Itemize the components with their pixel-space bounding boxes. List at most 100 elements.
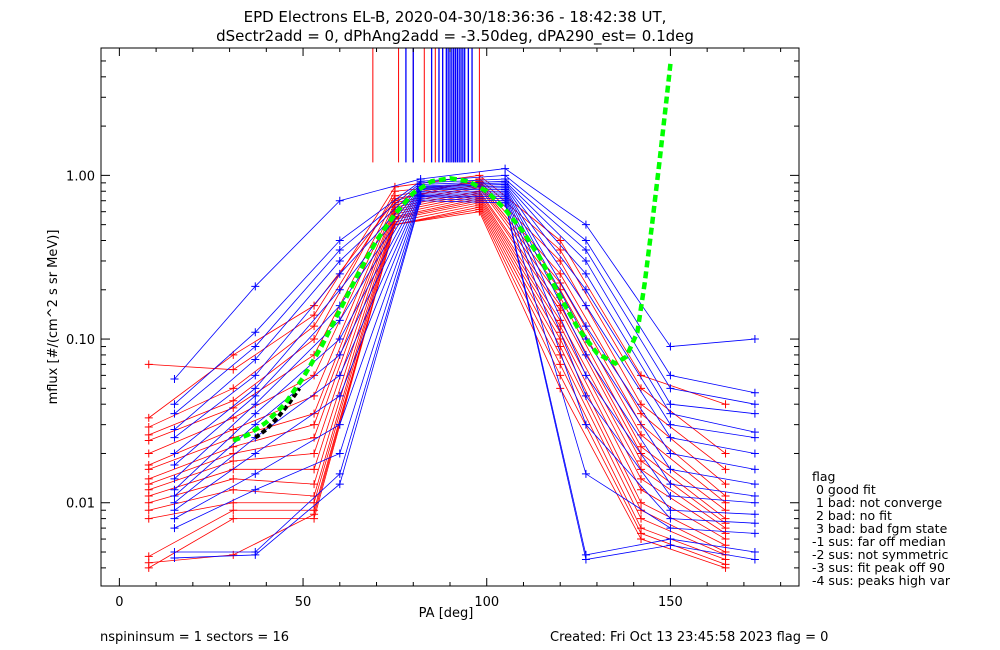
legend-entry-6: -3 sus: fit peak off 90 <box>812 560 945 575</box>
x-tick-label-3: 150 <box>658 595 683 610</box>
flag-legend: flag 0 good fit 1 bad: not converge 2 ba… <box>812 469 951 588</box>
point-blue-11-1 <box>251 449 260 458</box>
point-blue-3-2 <box>335 256 344 265</box>
point-blue-13-7 <box>750 529 759 538</box>
fit-low-curve <box>254 387 302 440</box>
point-blue-11-5 <box>581 391 590 400</box>
point-red-9-6 <box>637 474 646 483</box>
point-red-2-2 <box>310 335 319 344</box>
point-red-14-1 <box>229 506 238 515</box>
point-blue-10-6 <box>666 491 675 500</box>
point-red-12-2 <box>310 491 319 500</box>
y-axis: 0.01 0.10 1.00 <box>66 47 799 569</box>
point-blue-15-4 <box>501 198 510 207</box>
point-red-17-0 <box>144 558 153 567</box>
point-red-16-5 <box>556 236 565 245</box>
point-blue-15-2 <box>335 480 344 489</box>
point-blue-13-1 <box>251 485 260 494</box>
point-blue-10-7 <box>750 498 759 507</box>
series-red-line-10 <box>148 198 726 540</box>
point-red-1-7 <box>721 465 730 474</box>
point-blue-11-6 <box>666 506 675 515</box>
series-blue-line-4 <box>174 182 756 438</box>
pitch-angle-markers <box>372 48 480 163</box>
fit-curves <box>232 63 673 443</box>
point-blue-2-7 <box>750 400 759 409</box>
series-red-line-4 <box>148 185 726 504</box>
point-blue-8-1 <box>251 409 260 418</box>
legend-entry-7: -4 sus: peaks high var <box>812 573 951 588</box>
point-red-0-0 <box>144 413 153 422</box>
point-blue-4-1 <box>251 371 260 380</box>
point-red-0-2 <box>310 301 319 310</box>
footer-left: nspininsum = 1 sectors = 16 <box>100 630 289 645</box>
point-red-2-7 <box>721 480 730 489</box>
point-blue-0-2 <box>335 196 344 205</box>
point-blue-5-0 <box>170 449 179 458</box>
point-blue-1-7 <box>750 388 759 397</box>
point-blue-1-5 <box>581 236 590 245</box>
point-red-4-0 <box>144 449 153 458</box>
point-blue-2-0 <box>170 409 179 418</box>
point-red-1-1 <box>229 384 238 393</box>
series-blue-line-11 <box>174 194 755 515</box>
series-red-line-12 <box>148 202 726 553</box>
point-blue-11-0 <box>170 506 179 515</box>
legend-entry-2: 2 bad: no fit <box>812 508 892 523</box>
point-red-8-6 <box>637 465 646 474</box>
series-red-line-5 <box>148 187 726 511</box>
point-red-11-1 <box>229 474 238 483</box>
point-red-8-2 <box>310 433 319 442</box>
point-red-13-0 <box>144 514 153 523</box>
point-blue-2-2 <box>335 246 344 255</box>
point-red-2-5 <box>556 269 565 278</box>
point-blue-11-7 <box>750 510 759 519</box>
point-red-9-1 <box>229 456 238 465</box>
legend-entry-1: 1 bad: not converge <box>812 495 942 510</box>
point-red-1-0 <box>144 423 153 432</box>
data-series <box>144 164 759 572</box>
point-blue-8-2 <box>335 335 344 344</box>
point-red-10-2 <box>310 465 319 474</box>
point-blue-15-3 <box>416 196 425 205</box>
series-red-line-17 <box>148 211 726 569</box>
chart-title-line1: EPD Electrons EL-B, 2020-04-30/18:36:36 … <box>244 8 667 26</box>
series-blue-line-3 <box>174 180 755 430</box>
point-red-5-1 <box>229 425 238 434</box>
y-tick-label-2: 1.00 <box>66 169 95 184</box>
point-red-11-2 <box>310 480 319 489</box>
point-red-12-1 <box>229 485 238 494</box>
point-blue-15-1 <box>251 550 260 559</box>
point-blue-12-5 <box>581 420 590 429</box>
point-blue-15-6 <box>666 541 675 550</box>
point-blue-12-6 <box>666 514 675 523</box>
point-blue-3-0 <box>170 425 179 434</box>
point-blue-15-5 <box>581 555 590 564</box>
footer-right: Created: Fri Oct 13 23:45:58 2023 flag =… <box>550 630 828 645</box>
point-blue-9-5 <box>581 350 590 359</box>
point-red-6-0 <box>144 465 153 474</box>
point-red-3-5 <box>556 279 565 288</box>
point-blue-0-6 <box>666 342 675 351</box>
point-blue-15-7 <box>750 555 759 564</box>
point-blue-7-5 <box>581 322 590 331</box>
point-blue-13-0 <box>170 524 179 533</box>
series-red-line-13 <box>148 204 726 556</box>
x-axis-label: PA [deg] <box>419 606 474 621</box>
point-blue-8-6 <box>666 465 675 474</box>
series-red-line-9 <box>148 196 726 534</box>
point-blue-4-0 <box>170 433 179 442</box>
point-blue-13-6 <box>666 524 675 533</box>
point-blue-1-1 <box>251 328 260 337</box>
point-blue-0-5 <box>581 220 590 229</box>
series-blue-line-14 <box>174 198 755 556</box>
chart-title-line2: dSectr2add = 0, dPhAng2add = -3.50deg, d… <box>216 27 694 46</box>
point-red-7-2 <box>310 420 319 429</box>
point-blue-6-5 <box>581 301 590 310</box>
point-blue-5-6 <box>666 420 675 429</box>
point-blue-0-4 <box>501 164 510 173</box>
point-blue-6-0 <box>170 461 179 470</box>
point-red-4-2 <box>310 371 319 380</box>
point-red-3-7 <box>721 491 730 500</box>
